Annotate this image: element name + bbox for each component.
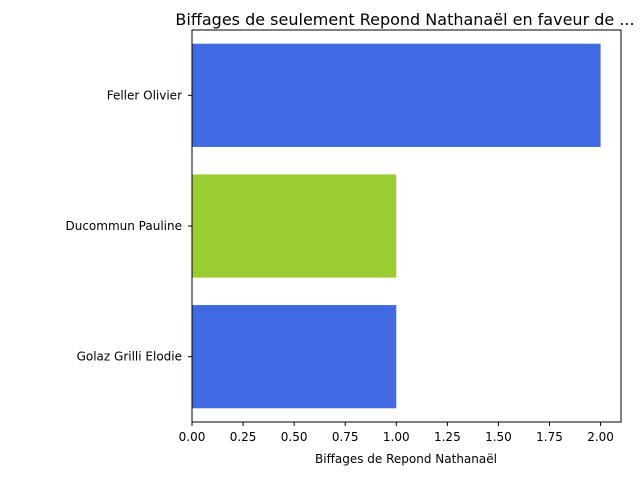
bar	[192, 174, 397, 278]
x-tick-label: 1.50	[485, 430, 512, 444]
x-axis: 0.00 0.25 0.50 0.75 1.00 1.25 1.50 1.75 2.00	[179, 422, 614, 444]
x-tick-label: 0.00	[179, 430, 206, 444]
plot-frame	[191, 29, 622, 423]
x-tick-label: 1.00	[383, 430, 410, 444]
y-tick-label: Feller Olivier	[107, 88, 182, 102]
bar	[192, 305, 397, 409]
bars-group	[192, 43, 601, 409]
y-tick-label: Ducommun Pauline	[65, 219, 182, 233]
bar	[192, 43, 601, 147]
x-tick-label: 1.25	[434, 430, 461, 444]
x-tick-label: 0.50	[281, 430, 308, 444]
x-tick-label: 0.25	[230, 430, 257, 444]
x-tick-label: 1.75	[536, 430, 563, 444]
chart-title: Biffages de seulement Repond Nathanaël e…	[175, 10, 634, 29]
y-axis: Feller Olivier Ducommun Pauline Golaz Gril…	[65, 88, 192, 364]
x-tick-label: 2.00	[587, 430, 614, 444]
x-axis-label: Biffages de Repond Nathanaël	[315, 452, 497, 466]
x-tick-label: 0.75	[332, 430, 359, 444]
y-tick-label: Golaz Grilli Elodie	[77, 350, 182, 364]
